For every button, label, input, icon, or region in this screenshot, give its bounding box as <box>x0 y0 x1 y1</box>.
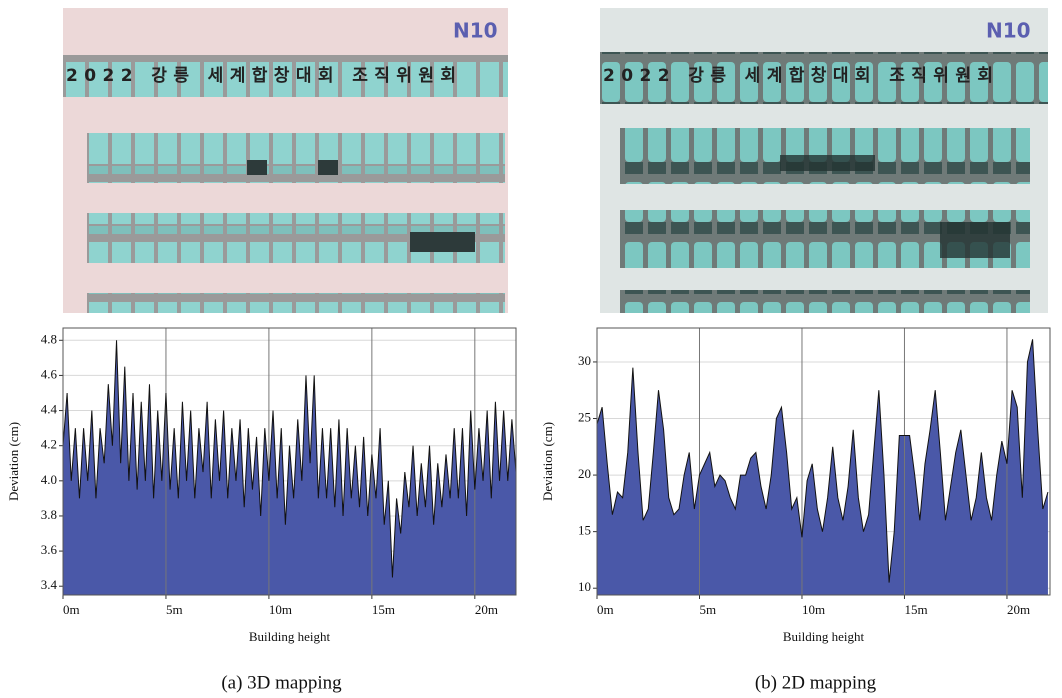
photo-2d: N10 2022 강릉 세계합창대회 조직위원회 <box>600 8 1048 313</box>
y-axis-label: Deviation (cm) <box>540 422 555 501</box>
y-tick-label: 3.8 <box>41 507 57 522</box>
x-tick-label: 20m <box>475 602 498 617</box>
y-tick-label: 20 <box>578 466 591 481</box>
photo-banner: 2022 강릉 세계합창대회 조직위원회 <box>66 65 456 86</box>
x-tick-label: 0m <box>597 602 614 617</box>
y-tick-label: 4.2 <box>41 437 57 452</box>
x-tick-label: 0m <box>63 602 80 617</box>
photo-3d: N10 2022 강릉 세계합창대회 조직위원회 <box>63 8 508 313</box>
y-tick-label: 3.4 <box>41 577 58 592</box>
caption: (a) 3D mapping <box>221 672 342 693</box>
area-fill <box>63 340 516 595</box>
y-tick-label: 25 <box>578 409 591 424</box>
x-tick-label: 15m <box>372 602 395 617</box>
x-tick-label: 15m <box>904 602 927 617</box>
y-tick-label: 4.6 <box>41 366 58 381</box>
charts: 3.4 3.6 3.8 4.0 4.2 4.4 4.6 4.8 0m 5m 10m 15m 20m Bui… <box>6 327 1051 693</box>
x-tick-label: 5m <box>699 602 716 617</box>
photo-sign: N10 <box>986 19 1031 43</box>
y-axis-label: Deviation (cm) <box>6 422 21 501</box>
y-tick-label: 15 <box>578 523 591 538</box>
photo-sign: N10 <box>453 19 498 43</box>
x-tick-label: 10m <box>269 602 292 617</box>
y-tick-label: 4.4 <box>41 402 58 417</box>
x-tick-label: 10m <box>802 602 825 617</box>
y-tick-label: 4.8 <box>41 331 57 346</box>
caption: (b) 2D mapping <box>755 672 877 693</box>
area-fill <box>597 339 1048 595</box>
area-line <box>596 339 1049 583</box>
x-tick-label: 5m <box>166 602 183 617</box>
y-tick-label: 30 <box>578 353 591 368</box>
plot-frame <box>596 327 1051 596</box>
x-tick-label: 20m <box>1007 602 1030 617</box>
plot-frame <box>62 327 517 596</box>
y-tick-label: 3.6 <box>41 542 58 557</box>
y-tick-label: 10 <box>578 579 591 594</box>
y-tick-label: 4.0 <box>41 472 57 487</box>
photo-banner: 2022 강릉 세계합창대회 조직위원회 <box>603 65 993 86</box>
x-axis-label: Building height <box>783 629 865 644</box>
x-axis-label: Building height <box>249 629 331 644</box>
area-line <box>62 340 517 578</box>
